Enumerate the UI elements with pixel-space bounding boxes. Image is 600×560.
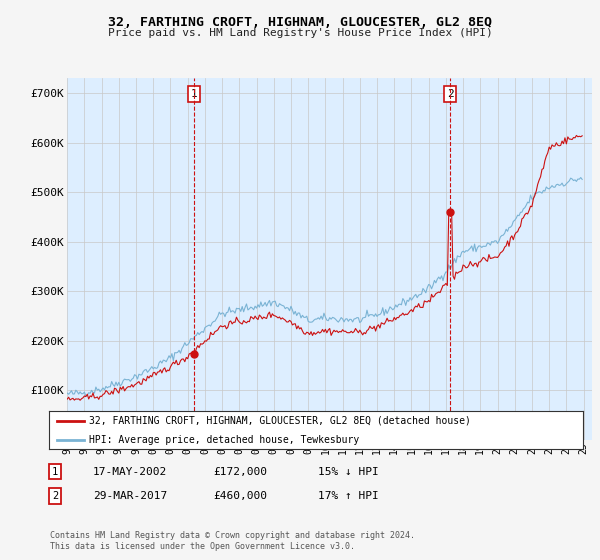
- Text: 15% ↓ HPI: 15% ↓ HPI: [318, 466, 379, 477]
- Text: 29-MAR-2017: 29-MAR-2017: [93, 491, 167, 501]
- Text: £460,000: £460,000: [213, 491, 267, 501]
- Text: 32, FARTHING CROFT, HIGHNAM, GLOUCESTER, GL2 8EQ (detached house): 32, FARTHING CROFT, HIGHNAM, GLOUCESTER,…: [89, 416, 471, 426]
- Text: 2: 2: [446, 89, 454, 99]
- Text: 1: 1: [191, 89, 197, 99]
- Text: 17% ↑ HPI: 17% ↑ HPI: [318, 491, 379, 501]
- Text: 1: 1: [52, 466, 58, 477]
- Text: £172,000: £172,000: [213, 466, 267, 477]
- Text: 32, FARTHING CROFT, HIGHNAM, GLOUCESTER, GL2 8EQ: 32, FARTHING CROFT, HIGHNAM, GLOUCESTER,…: [108, 16, 492, 29]
- Text: Price paid vs. HM Land Registry's House Price Index (HPI): Price paid vs. HM Land Registry's House …: [107, 28, 493, 38]
- Text: This data is licensed under the Open Government Licence v3.0.: This data is licensed under the Open Gov…: [50, 542, 355, 551]
- Text: HPI: Average price, detached house, Tewkesbury: HPI: Average price, detached house, Tewk…: [89, 435, 359, 445]
- Text: 17-MAY-2002: 17-MAY-2002: [93, 466, 167, 477]
- Text: Contains HM Land Registry data © Crown copyright and database right 2024.: Contains HM Land Registry data © Crown c…: [50, 531, 415, 540]
- Text: 2: 2: [52, 491, 58, 501]
